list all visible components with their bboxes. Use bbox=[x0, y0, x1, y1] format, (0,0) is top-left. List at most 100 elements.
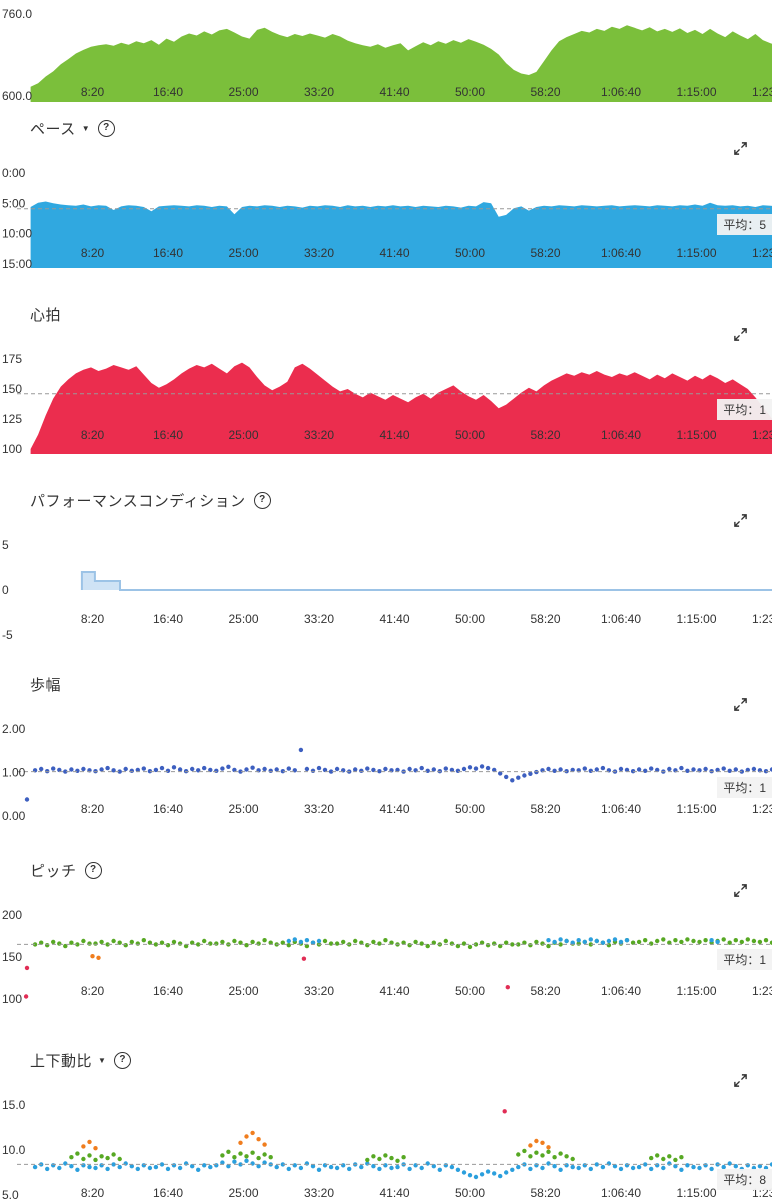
elevation-section: 760.0 600.0 8:20 16:40 25:00 33:20 41:40 50:00 5… bbox=[0, 0, 772, 105]
x-tick-label: 41:40 bbox=[379, 246, 409, 260]
x-tick-label: 1:23:20 bbox=[752, 802, 772, 816]
x-tick-label: 8:20 bbox=[81, 612, 105, 626]
average-badge: 平均：1 bbox=[717, 776, 772, 798]
y-tick-label: 1.00 bbox=[2, 766, 26, 780]
y-tick-label: 5.0 bbox=[2, 1188, 19, 1200]
y-tick-label: 5 bbox=[2, 538, 9, 552]
x-tick-label: 50:00 bbox=[455, 428, 485, 442]
x-tick-label: 1:15:00 bbox=[676, 612, 716, 626]
vertical-ratio-chart-canvas[interactable]: 15.0 10.0 5.0 8:20 16:40 25:00 33:20 41:40 50:00… bbox=[0, 1097, 772, 1200]
x-tick-label: 16:40 bbox=[153, 428, 183, 442]
cadence-plot: 200 150 100 8:20 16:40 25:00 33:20 41:40 50:00 58… bbox=[0, 907, 772, 1007]
chart-title-text: 上下動比 bbox=[30, 1052, 93, 1070]
cadence-section: ピッチ? 200 150 100 8:20 16:40 25:00 33:20 41:40 50:… bbox=[0, 857, 772, 1007]
x-tick-label: 33:20 bbox=[304, 246, 334, 260]
x-tick-label: 1:23:20 bbox=[752, 246, 772, 260]
elevation-chart-canvas[interactable]: 760.0 600.0 8:20 16:40 25:00 33:20 41:40 50:00 5… bbox=[0, 0, 772, 105]
x-tick-label: 1:06:40 bbox=[601, 246, 641, 260]
x-tick-label: 25:00 bbox=[228, 612, 258, 626]
x-tick-label: 25:00 bbox=[228, 984, 258, 998]
x-tick-label: 25:00 bbox=[228, 428, 258, 442]
x-tick-label: 25:00 bbox=[228, 246, 258, 260]
expand-arrows-icon bbox=[734, 884, 747, 897]
y-tick-label: 10:00 bbox=[2, 227, 32, 241]
chart-title-text: ペース bbox=[30, 120, 76, 138]
y-tick-label: 15:00 bbox=[2, 257, 32, 271]
expand-row bbox=[0, 513, 772, 537]
x-tick-label: 33:20 bbox=[304, 984, 334, 998]
x-tick-label: 50:00 bbox=[455, 984, 485, 998]
x-tick-label: 1:15:00 bbox=[676, 428, 716, 442]
chart-title: ペース ▼? bbox=[30, 118, 115, 139]
chevron-down-icon[interactable]: ▼ bbox=[81, 123, 90, 133]
x-tick-label: 8:20 bbox=[81, 1186, 105, 1200]
expand-arrows-icon bbox=[734, 142, 747, 155]
chart-title: 上下動比 ▼? bbox=[30, 1050, 131, 1071]
y-tick-label: 175 bbox=[2, 352, 22, 366]
x-tick-label: 58:20 bbox=[530, 428, 560, 442]
x-tick-label: 50:00 bbox=[455, 246, 485, 260]
expand-icon[interactable] bbox=[733, 513, 748, 533]
help-glyph: ? bbox=[103, 122, 110, 133]
x-tick-label: 25:00 bbox=[228, 802, 258, 816]
x-tick-label: 1:23:20 bbox=[752, 428, 772, 442]
x-tick-label: 1:06:40 bbox=[601, 428, 641, 442]
x-tick-label: 1:06:40 bbox=[601, 1186, 641, 1200]
heart-rate-section: 心拍 175 150 125 100 8:20 16:40 25:00 33:20 41:40 50… bbox=[0, 301, 772, 457]
x-tick-label: 16:40 bbox=[153, 612, 183, 626]
expand-row bbox=[0, 883, 772, 907]
expand-arrows-icon bbox=[734, 1074, 747, 1087]
vertical-ratio-plot: 15.0 10.0 5.0 8:20 16:40 25:00 33:20 41:40 50:00… bbox=[0, 1097, 772, 1200]
x-tick-label: 1:15:00 bbox=[676, 984, 716, 998]
y-tick-label: 760.0 bbox=[2, 7, 32, 21]
chart-header: ピッチ? bbox=[0, 857, 772, 883]
x-tick-label: 41:40 bbox=[379, 428, 409, 442]
chart-header: 歩幅 bbox=[0, 671, 772, 697]
y-tick-label: 0.00 bbox=[2, 809, 26, 823]
expand-icon[interactable] bbox=[733, 883, 748, 903]
average-badge: 平均：1 bbox=[717, 949, 772, 971]
x-tick-label: 50:00 bbox=[455, 802, 485, 816]
y-tick-label: 150 bbox=[2, 382, 22, 396]
expand-icon[interactable] bbox=[733, 327, 748, 347]
x-tick-label: 8:20 bbox=[81, 984, 105, 998]
x-tick-label: 1:06:40 bbox=[601, 612, 641, 626]
y-tick-label: 100 bbox=[2, 442, 22, 456]
chart-header: 心拍 bbox=[0, 301, 772, 327]
x-tick-label: 25:00 bbox=[228, 85, 258, 99]
x-tick-label: 50:00 bbox=[455, 1186, 485, 1200]
average-badge: 平均：8 bbox=[717, 1169, 772, 1191]
chart-title-text: 心拍 bbox=[30, 306, 62, 324]
y-tick-label: 2.00 bbox=[2, 722, 26, 736]
cadence-chart-canvas[interactable]: 200 150 100 8:20 16:40 25:00 33:20 41:40 50:00 58… bbox=[0, 907, 772, 1007]
stride-length-chart-canvas[interactable]: 2.00 1.00 0.00 8:20 16:40 25:00 33:20 41:40 50:0… bbox=[0, 721, 772, 827]
x-tick-label: 33:20 bbox=[304, 85, 334, 99]
performance-condition-chart-canvas[interactable]: 5 0 -5 8:20 16:40 25:00 33:20 41:40 50:00 58:20 1:… bbox=[0, 537, 772, 641]
chevron-down-icon[interactable]: ▼ bbox=[98, 1055, 106, 1065]
expand-arrows-icon bbox=[734, 514, 747, 527]
y-tick-label: -5 bbox=[2, 628, 13, 641]
expand-row bbox=[0, 327, 772, 351]
stride-length-plot: 2.00 1.00 0.00 8:20 16:40 25:00 33:20 41:40 50:0… bbox=[0, 721, 772, 827]
pace-chart-canvas[interactable]: 0:00 5:00 10:00 15:00 8:20 16:40 25:00 33:20 41:… bbox=[0, 165, 772, 271]
heart-rate-chart-canvas[interactable]: 175 150 125 100 8:20 16:40 25:00 33:20 41:40 50:0… bbox=[0, 351, 772, 457]
x-tick-label: 41:40 bbox=[379, 984, 409, 998]
help-icon[interactable]: ? bbox=[97, 119, 115, 137]
x-tick-label: 8:20 bbox=[81, 85, 105, 99]
x-tick-label: 1:15:00 bbox=[676, 1186, 716, 1200]
help-icon[interactable]: ? bbox=[84, 861, 102, 879]
help-icon[interactable]: ? bbox=[113, 1051, 131, 1069]
y-tick-label: 0 bbox=[2, 583, 9, 597]
expand-icon[interactable] bbox=[733, 141, 748, 161]
x-tick-label: 50:00 bbox=[455, 612, 485, 626]
x-tick-label: 8:20 bbox=[81, 428, 105, 442]
expand-icon[interactable] bbox=[733, 697, 748, 717]
expand-icon[interactable] bbox=[733, 1073, 748, 1093]
chart-title: ピッチ? bbox=[30, 860, 102, 881]
average-badge: 平均：1 bbox=[717, 398, 772, 420]
x-tick-label: 1:15:00 bbox=[676, 246, 716, 260]
stride-length-section: 歩幅 2.00 1.00 0.00 8:20 16:40 25:00 33:20 41:40 50… bbox=[0, 671, 772, 827]
x-tick-label: 1:23:20 bbox=[752, 85, 772, 99]
help-icon[interactable]: ? bbox=[253, 491, 271, 509]
y-tick-label: 0:00 bbox=[2, 166, 26, 180]
